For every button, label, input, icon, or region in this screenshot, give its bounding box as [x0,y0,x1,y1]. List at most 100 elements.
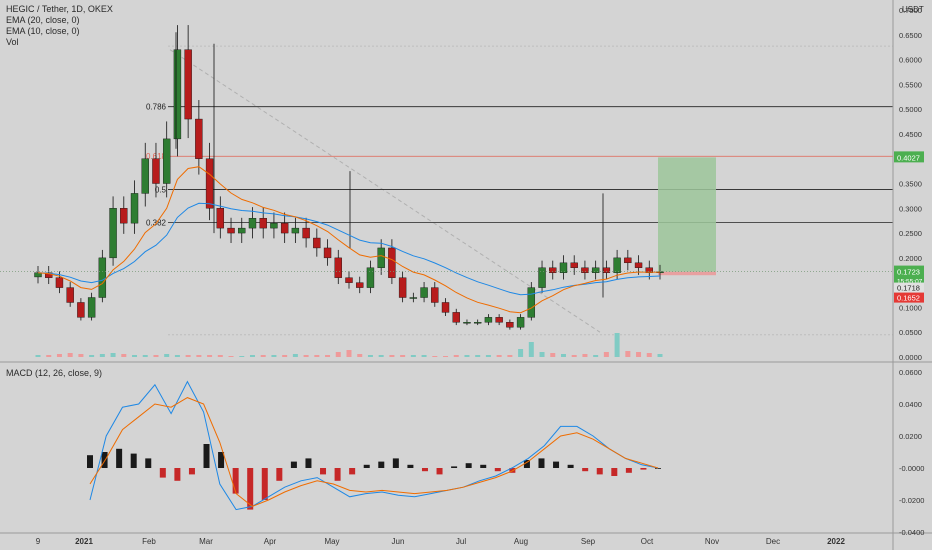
volume-bar [249,355,255,357]
candle-body [345,277,353,283]
target-profit-area [658,157,716,272]
macd-histogram-bar [451,466,458,468]
macd-histogram-bar [261,468,268,500]
candle-body [570,262,578,268]
macd-histogram-bar [480,464,487,468]
candle-body [473,322,482,324]
ema-lines [0,166,893,314]
ema20-line [37,202,661,296]
ema20-legend[interactable]: EMA (20, close, 0) [6,15,80,25]
symbol-title[interactable]: HEGIC / Tether, 1D, OKEX [6,4,113,14]
last-price-badge-bg [894,265,924,286]
macd-tick-label: 0.0600 [899,368,922,377]
candle-body [162,138,171,184]
macd-histogram-bar [130,453,137,468]
candle-body [624,257,632,264]
volume-bar [378,355,384,357]
candle-body [66,287,74,303]
volume-legend[interactable]: Vol [6,37,19,47]
price-candles[interactable] [34,25,664,330]
macd-histogram-bar [203,444,210,468]
macd-pane[interactable] [87,380,661,511]
candle-body [130,193,139,224]
volume-bar [357,354,363,357]
candle-body [55,277,64,288]
candle-body [549,267,557,273]
last-price-badge: 0.1723 [897,268,920,277]
candle-body [205,158,214,209]
volume-bar [485,355,491,357]
time-tick-label: Nov [705,537,719,546]
macd-histogram-bar [611,468,618,476]
volume-bar [196,355,202,357]
candle-body [280,222,289,234]
volume-bar [410,355,416,357]
volume-bar [636,352,642,357]
macd-histogram-bar [596,468,603,475]
macd-tick-label: -0.0200 [899,496,924,505]
volume-bar [46,355,52,357]
macd-histogram-bar [305,458,312,468]
stop-loss-area [658,271,716,276]
price-tick-label: 0.4500 [899,130,922,139]
price-tick-label: 0.7000 [899,6,922,15]
volume-bar [142,355,148,357]
volume-bar [421,355,427,357]
volume-bar [346,350,352,357]
volume-bar [325,355,331,357]
candle-body [452,312,460,323]
candle-body [291,227,300,234]
candle-body [77,302,85,318]
macd-histogram-bar [145,458,152,468]
time-tick-label: Jul [456,537,466,546]
ema10-legend[interactable]: EMA (10, close, 0) [6,26,80,36]
volume-bar [582,354,588,357]
candle-body [431,287,439,303]
volume-bar [518,349,524,357]
macd-tick-label: -0.0400 [899,528,924,537]
macd-histogram-bar [276,468,283,481]
macd-histogram-bar [116,448,123,468]
target-price-badge-bg [894,151,924,163]
candle-body [270,222,278,229]
candle-body [152,158,160,184]
candle-body [87,297,96,318]
currency-label: USDT [902,4,924,15]
candle-body [334,257,342,278]
candle-body [120,208,128,224]
volume-bar [228,356,234,357]
price-tick-label: 0.3500 [899,180,922,189]
time-tick-label: Apr [264,537,277,546]
bid-price-badge-bg [894,282,924,293]
time-tick-label: 2021 [75,537,93,546]
time-tick-label: Aug [514,537,528,546]
macd-histogram-bar [436,468,443,475]
candle-body [420,287,428,298]
volume-bar [646,353,652,357]
volume-bar [603,352,609,357]
volume-bar [110,353,116,357]
time-tick-label: Sep [581,537,596,546]
price-tick-label: 0.5500 [899,80,922,89]
macd-legend[interactable]: MACD (12, 26, close, 9) [6,368,103,378]
price-tick-label: 0.0500 [899,328,922,337]
macd-histogram-bar [421,468,428,472]
volume-bar [67,353,73,357]
candle-body [238,227,246,234]
candle-body [613,257,621,273]
candle-body [409,297,418,299]
fib-trend-line [169,49,601,333]
time-tick-label: 2022 [827,537,845,546]
candle-body [484,317,493,323]
candle-body [388,247,396,278]
macd-legend-box: MACD (12, 26, close, 9) [6,368,102,379]
signal-line [89,397,659,507]
price-tick-label: 0.5000 [899,105,922,114]
volume-bar [132,355,138,357]
macd-histogram-bar [523,460,530,468]
macd-histogram-bar [159,468,166,478]
volume-bar [164,354,170,357]
target-zone[interactable] [658,157,716,276]
